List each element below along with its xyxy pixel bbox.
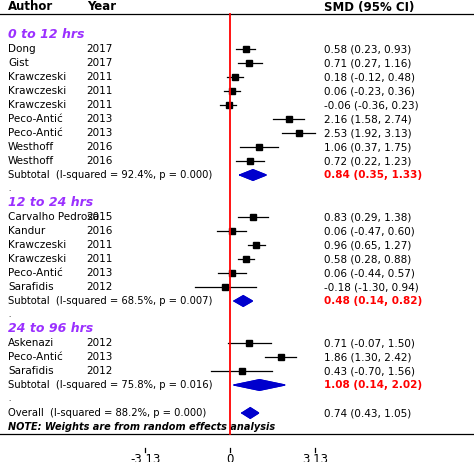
Text: 0.71 (-0.07, 1.50): 0.71 (-0.07, 1.50): [324, 338, 415, 348]
Text: Peco-Antić: Peco-Antić: [8, 352, 63, 362]
Text: 2011: 2011: [87, 254, 113, 264]
Text: 2013: 2013: [87, 268, 113, 278]
Text: Carvalho Pedrosa: Carvalho Pedrosa: [8, 212, 99, 222]
Text: .: .: [8, 186, 10, 192]
Text: Krawczeski: Krawczeski: [8, 100, 66, 110]
Text: 2017: 2017: [87, 58, 113, 68]
Text: 2011: 2011: [87, 86, 113, 96]
Text: Krawczeski: Krawczeski: [8, 86, 66, 96]
Text: 2011: 2011: [87, 240, 113, 250]
Text: 0.83 (0.29, 1.38): 0.83 (0.29, 1.38): [324, 212, 411, 222]
Text: Sarafidis: Sarafidis: [8, 366, 54, 376]
Text: Westhoff: Westhoff: [8, 156, 54, 166]
Text: Dong: Dong: [8, 44, 36, 54]
Text: 2011: 2011: [87, 100, 113, 110]
Text: 0.18 (-0.12, 0.48): 0.18 (-0.12, 0.48): [324, 72, 415, 82]
Text: 2011: 2011: [87, 72, 113, 82]
Text: SMD (95% CI): SMD (95% CI): [324, 0, 414, 13]
Text: 0.72 (0.22, 1.23): 0.72 (0.22, 1.23): [324, 156, 411, 166]
Text: 2016: 2016: [87, 142, 113, 152]
Text: Subtotal  (I-squared = 92.4%, p = 0.000): Subtotal (I-squared = 92.4%, p = 0.000): [8, 170, 212, 180]
Text: 2012: 2012: [87, 282, 113, 292]
Text: 0.71 (0.27, 1.16): 0.71 (0.27, 1.16): [324, 58, 411, 68]
Text: 24 to 96 hrs: 24 to 96 hrs: [8, 322, 93, 335]
Text: Subtotal  (I-squared = 68.5%, p = 0.007): Subtotal (I-squared = 68.5%, p = 0.007): [8, 296, 212, 306]
Text: .: .: [8, 396, 10, 402]
Text: 0.74 (0.43, 1.05): 0.74 (0.43, 1.05): [324, 408, 411, 418]
Text: 0.48 (0.14, 0.82): 0.48 (0.14, 0.82): [324, 296, 422, 306]
Text: 0.06 (-0.44, 0.57): 0.06 (-0.44, 0.57): [324, 268, 415, 278]
Text: 2016: 2016: [87, 226, 113, 236]
Text: 0 to 12 hrs: 0 to 12 hrs: [8, 29, 85, 42]
Text: Westhoff: Westhoff: [8, 142, 54, 152]
Text: 0.58 (0.28, 0.88): 0.58 (0.28, 0.88): [324, 254, 411, 264]
Text: Gist: Gist: [8, 58, 29, 68]
Text: 12 to 24 hrs: 12 to 24 hrs: [8, 196, 93, 209]
Polygon shape: [242, 407, 259, 418]
Text: Year: Year: [87, 0, 116, 13]
Text: NOTE: Weights are from random effects analysis: NOTE: Weights are from random effects an…: [8, 422, 275, 432]
Text: 2013: 2013: [87, 114, 113, 124]
Text: 0.06 (-0.23, 0.36): 0.06 (-0.23, 0.36): [324, 86, 415, 96]
Text: 2017: 2017: [87, 44, 113, 54]
Text: Peco-Antić: Peco-Antić: [8, 114, 63, 124]
Polygon shape: [234, 380, 285, 390]
Text: Author: Author: [8, 0, 54, 13]
Text: 1.86 (1.30, 2.42): 1.86 (1.30, 2.42): [324, 352, 411, 362]
Text: 0.96 (0.65, 1.27): 0.96 (0.65, 1.27): [324, 240, 411, 250]
Text: .: .: [8, 312, 10, 318]
Text: Kandur: Kandur: [8, 226, 46, 236]
Text: Subtotal  (I-squared = 75.8%, p = 0.016): Subtotal (I-squared = 75.8%, p = 0.016): [8, 380, 213, 390]
Text: 2013: 2013: [87, 352, 113, 362]
Text: 2015: 2015: [87, 212, 113, 222]
Polygon shape: [234, 296, 253, 306]
Text: 1.06 (0.37, 1.75): 1.06 (0.37, 1.75): [324, 142, 411, 152]
Text: 2016: 2016: [87, 156, 113, 166]
Text: 0: 0: [227, 453, 234, 462]
Text: -0.06 (-0.36, 0.23): -0.06 (-0.36, 0.23): [324, 100, 418, 110]
Text: 2.53 (1.92, 3.13): 2.53 (1.92, 3.13): [324, 128, 411, 138]
Text: 1.08 (0.14, 2.02): 1.08 (0.14, 2.02): [324, 380, 422, 390]
Text: Overall  (I-squared = 88.2%, p = 0.000): Overall (I-squared = 88.2%, p = 0.000): [8, 408, 206, 418]
Text: 2.16 (1.58, 2.74): 2.16 (1.58, 2.74): [324, 114, 411, 124]
Text: Krawczeski: Krawczeski: [8, 254, 66, 264]
Text: Sarafidis: Sarafidis: [8, 282, 54, 292]
Text: 3.13: 3.13: [302, 453, 328, 462]
Text: Peco-Antić: Peco-Antić: [8, 128, 63, 138]
Text: 0.43 (-0.70, 1.56): 0.43 (-0.70, 1.56): [324, 366, 415, 376]
Text: 2012: 2012: [87, 366, 113, 376]
Text: Askenazi: Askenazi: [8, 338, 55, 348]
Text: 2013: 2013: [87, 128, 113, 138]
Text: -3.13: -3.13: [130, 453, 161, 462]
Text: 2012: 2012: [87, 338, 113, 348]
Text: 0.84 (0.35, 1.33): 0.84 (0.35, 1.33): [324, 170, 422, 180]
Text: Krawczeski: Krawczeski: [8, 240, 66, 250]
Text: Krawczeski: Krawczeski: [8, 72, 66, 82]
Text: 0.58 (0.23, 0.93): 0.58 (0.23, 0.93): [324, 44, 411, 54]
Polygon shape: [240, 170, 266, 180]
Text: 0.06 (-0.47, 0.60): 0.06 (-0.47, 0.60): [324, 226, 414, 236]
Text: -0.18 (-1.30, 0.94): -0.18 (-1.30, 0.94): [324, 282, 419, 292]
Text: Peco-Antić: Peco-Antić: [8, 268, 63, 278]
